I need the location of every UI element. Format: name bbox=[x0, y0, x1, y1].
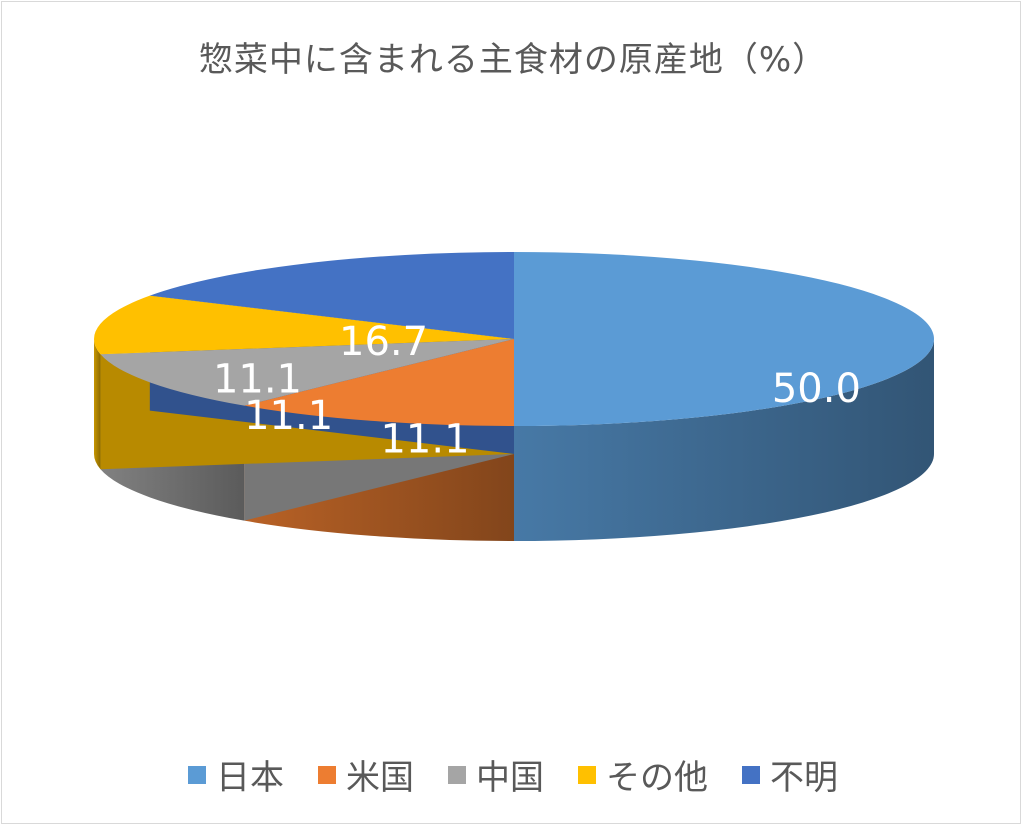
legend-label: その他 bbox=[606, 758, 708, 798]
slice-side-その他 bbox=[94, 339, 101, 470]
legend-label: 日本 bbox=[216, 758, 284, 798]
legend-label: 米国 bbox=[346, 758, 414, 798]
slice-top-中国 bbox=[100, 339, 515, 406]
legend-swatch bbox=[578, 765, 596, 784]
legend-swatch bbox=[188, 765, 206, 784]
data-label-中国: 11.1 bbox=[244, 393, 333, 439]
data-label-日本: 50.0 bbox=[772, 366, 861, 412]
data-label-米国: 11.1 bbox=[380, 416, 469, 462]
slice-top-不明 bbox=[149, 252, 514, 339]
legend-swatch bbox=[318, 765, 336, 784]
slice-top-その他 bbox=[93, 295, 515, 355]
legend-label: 不明 bbox=[770, 758, 838, 798]
pie-chart-3d: 50.011.111.111.116.7 bbox=[93, 252, 934, 541]
slice-top-米国 bbox=[244, 339, 514, 426]
chart-legend: 日本 米国 中国 その他 不明 bbox=[2, 750, 1024, 799]
legend-swatch bbox=[448, 765, 466, 784]
legend-item: 米国 bbox=[318, 750, 414, 799]
legend-swatch bbox=[742, 765, 760, 784]
legend-item: 不明 bbox=[742, 750, 838, 799]
legend-item: 日本 bbox=[188, 750, 284, 799]
legend-item: 中国 bbox=[448, 750, 544, 799]
chart-title: 惣菜中に含まれる主食材の原産地（%） bbox=[198, 40, 828, 80]
data-label-不明: 16.7 bbox=[339, 319, 428, 365]
legend-label: 中国 bbox=[476, 758, 544, 798]
slice-side-日本 bbox=[514, 339, 934, 541]
slice-top-日本 bbox=[514, 252, 934, 426]
legend-item: その他 bbox=[578, 750, 708, 799]
data-label-その他: 11.1 bbox=[213, 356, 302, 402]
